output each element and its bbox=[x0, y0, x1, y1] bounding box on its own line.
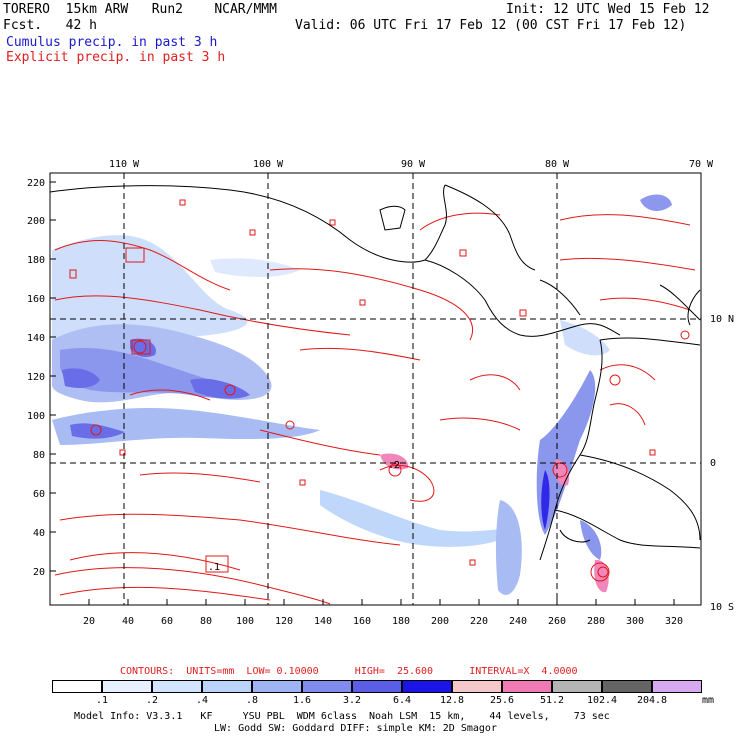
legend-swatch bbox=[302, 680, 352, 693]
y-label: 80 bbox=[33, 450, 45, 461]
x-label: 320 bbox=[665, 616, 683, 627]
x-label: 200 bbox=[431, 616, 449, 627]
x-label: 160 bbox=[353, 616, 371, 627]
x-label: 220 bbox=[470, 616, 488, 627]
model-title: TORERO 15km ARW Run2 NCAR/MMM bbox=[3, 2, 277, 17]
physics-info: LW: Godd SW: Goddard DIFF: simple KM: 2D… bbox=[214, 723, 497, 734]
y-label: 40 bbox=[33, 528, 45, 539]
explicit-precip-contours bbox=[54, 199, 696, 605]
legend-label: 1.6 bbox=[292, 695, 312, 706]
legend-swatch bbox=[652, 680, 702, 693]
x-label: 40 bbox=[122, 616, 134, 627]
explicit-precip-label: Explicit precip. in past 3 h bbox=[6, 50, 226, 65]
y-label: 140 bbox=[27, 333, 45, 344]
legend-swatch bbox=[402, 680, 452, 693]
legend-label: 12.8 bbox=[439, 695, 465, 706]
lat-label-0: 0 bbox=[710, 458, 716, 469]
cumulus-precip-field bbox=[52, 194, 672, 595]
y-label: 160 bbox=[27, 294, 45, 305]
legend-label: 204.8 bbox=[636, 695, 668, 706]
lon-label-110w: 110 W bbox=[109, 159, 140, 170]
lon-label-90w: 90 W bbox=[401, 159, 426, 170]
x-label: 60 bbox=[161, 616, 173, 627]
low-marker-label: .1 bbox=[208, 562, 220, 573]
legend-swatch bbox=[352, 680, 402, 693]
lat-label-10n: 10 N bbox=[710, 314, 734, 325]
legend-unit: mm bbox=[701, 695, 715, 706]
x-label: 80 bbox=[200, 616, 212, 627]
lat-lon-grid bbox=[50, 173, 701, 605]
y-label: 120 bbox=[27, 372, 45, 383]
legend-swatch bbox=[602, 680, 652, 693]
x-label: 260 bbox=[548, 616, 566, 627]
y-label: 100 bbox=[27, 411, 45, 422]
point-label: .2 bbox=[388, 460, 400, 471]
init-time: Init: 12 UTC Wed 15 Feb 12 bbox=[506, 2, 710, 17]
axis-ticks bbox=[50, 181, 675, 605]
x-label: 100 bbox=[236, 616, 254, 627]
legend-swatch bbox=[102, 680, 152, 693]
coastlines bbox=[50, 184, 701, 561]
lon-label-70w: 70 W bbox=[689, 159, 714, 170]
y-label: 60 bbox=[33, 489, 45, 500]
legend-swatch bbox=[52, 680, 102, 693]
legend-label: 6.4 bbox=[392, 695, 412, 706]
forecast-hour: Fcst. 42 h bbox=[3, 18, 97, 33]
legend-swatch bbox=[452, 680, 502, 693]
legend-swatch bbox=[502, 680, 552, 693]
map-frame bbox=[49, 172, 702, 606]
x-label: 140 bbox=[314, 616, 332, 627]
model-info: Model Info: V3.3.1 KF YSU PBL WDM 6class… bbox=[74, 711, 610, 722]
legend-swatch bbox=[202, 680, 252, 693]
valid-time: Valid: 06 UTC Fri 17 Feb 12 (00 CST Fri … bbox=[295, 18, 687, 33]
legend-label: 51.2 bbox=[539, 695, 565, 706]
legend-label: .8 bbox=[245, 695, 259, 706]
x-label: 120 bbox=[275, 616, 293, 627]
legend-label: .1 bbox=[95, 695, 109, 706]
legend-swatch bbox=[252, 680, 302, 693]
cumulus-precip-label: Cumulus precip. in past 3 h bbox=[6, 35, 218, 50]
y-label: 180 bbox=[27, 255, 45, 266]
x-label: 300 bbox=[626, 616, 644, 627]
x-label: 240 bbox=[509, 616, 527, 627]
legend-swatch bbox=[152, 680, 202, 693]
legend-label: .4 bbox=[195, 695, 209, 706]
legend-swatch bbox=[552, 680, 602, 693]
legend-label: 102.4 bbox=[586, 695, 618, 706]
lat-label-10s: 10 S bbox=[710, 602, 734, 613]
lon-label-80w: 80 W bbox=[545, 159, 570, 170]
x-label: 280 bbox=[587, 616, 605, 627]
legend-label: .2 bbox=[145, 695, 159, 706]
x-label: 180 bbox=[392, 616, 410, 627]
x-label: 20 bbox=[83, 616, 95, 627]
y-label: 220 bbox=[27, 178, 45, 189]
y-label: 200 bbox=[27, 216, 45, 227]
legend-label: 25.6 bbox=[489, 695, 515, 706]
y-label: 20 bbox=[33, 567, 45, 578]
legend-label: 3.2 bbox=[342, 695, 362, 706]
lon-label-100w: 100 W bbox=[253, 159, 284, 170]
contour-info: CONTOURS: UNITS=mm LOW= 0.10000 HIGH= 25… bbox=[120, 666, 578, 677]
